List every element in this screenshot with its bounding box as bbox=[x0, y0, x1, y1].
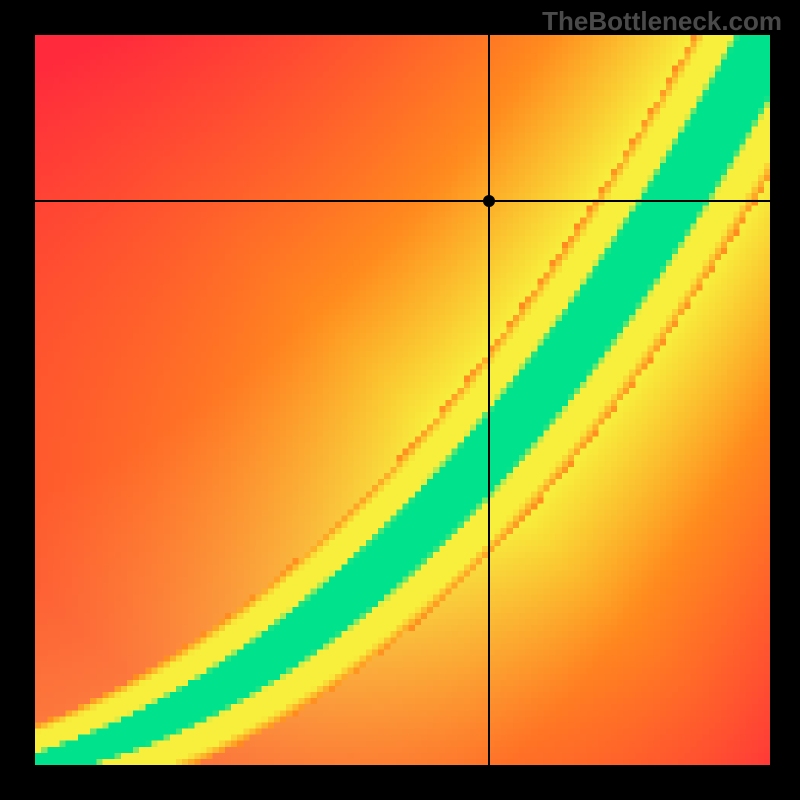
chart-container: TheBottleneck.com bbox=[0, 0, 800, 800]
watermark-text: TheBottleneck.com bbox=[542, 6, 782, 37]
heatmap-canvas bbox=[35, 35, 770, 765]
